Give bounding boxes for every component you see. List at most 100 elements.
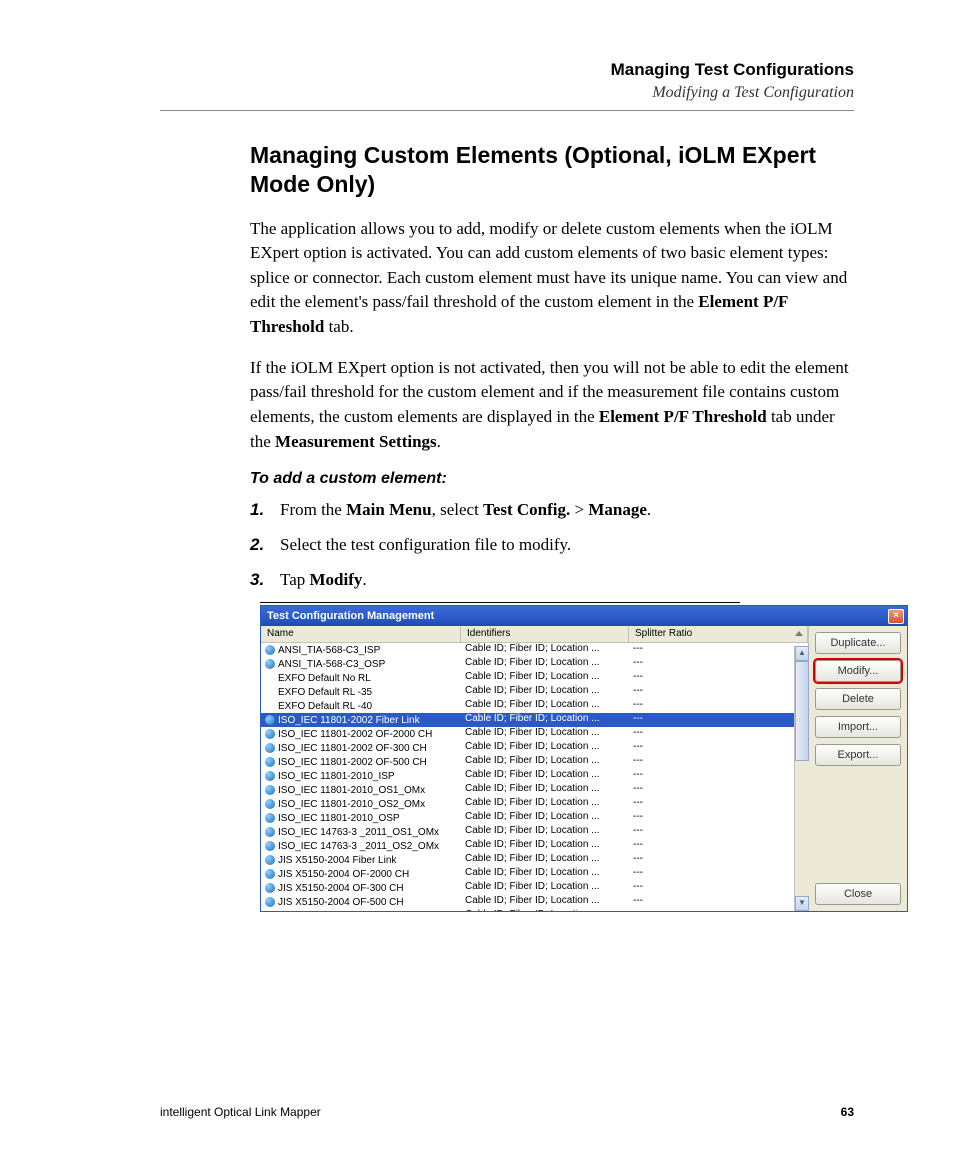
row-name: ISO_IEC 11801-2010_OS1_OMx xyxy=(278,785,425,796)
section-subtitle: Modifying a Test Configuration xyxy=(160,84,854,102)
table-row[interactable]: ISO_IEC 11801-2002 OF-2000 CHCable ID; F… xyxy=(261,727,808,741)
row-name: ISO_IEC 14763-3 _2011_OS2_OMx xyxy=(278,841,439,852)
row-splitter: --- xyxy=(629,657,808,671)
row-name: ISO_IEC 11801-2002 OF-300 CH xyxy=(278,743,427,754)
globe-icon xyxy=(265,743,275,753)
row-splitter: --- xyxy=(629,881,808,895)
col-name[interactable]: Name xyxy=(261,626,461,642)
row-splitter: --- xyxy=(629,811,808,825)
row-name: ISO_IEC 11801-2010_OS2_OMx xyxy=(278,799,425,810)
row-splitter: --- xyxy=(629,825,808,839)
row-name: EXFO Default RL -35 xyxy=(278,687,372,698)
row-identifiers: Cable ID; Fiber ID; Location ... xyxy=(461,839,629,853)
grid-rows: ANSI_TIA-568-C3_ISP Cable ID; Fiber ID; L… xyxy=(261,643,808,911)
vertical-scrollbar[interactable]: ▲ ▼ xyxy=(794,646,809,911)
table-row[interactable]: ISO_IEC 11801-2010_OS2_OMx Cable ID; Fibe… xyxy=(261,797,808,811)
button-panel: Duplicate... Modify... Delete Import... … xyxy=(809,626,907,911)
table-row[interactable]: ISO_IEC 11801-2002 OF-300 CH Cable ID; Fi… xyxy=(261,741,808,755)
row-name: ISO_IEC 11801-2002 OF-500 CH xyxy=(278,757,427,768)
step-2-text: Select the test configuration file to mo… xyxy=(280,533,571,558)
screenshot: Test Configuration Management × Name Ide… xyxy=(260,602,854,912)
row-identifiers: Cable ID; Fiber ID; Location ... xyxy=(461,797,629,811)
config-grid[interactable]: Name Identifiers Splitter Ratio ANSI_TIA… xyxy=(261,626,809,911)
globe-icon xyxy=(265,813,275,823)
globe-icon xyxy=(265,883,275,893)
globe-icon xyxy=(265,715,275,725)
step-1-f: Manage xyxy=(588,500,647,519)
table-row[interactable]: ISO_IEC 11801-2002 OF-500 CHCable ID; Fi… xyxy=(261,755,808,769)
scroll-down-icon[interactable]: ▼ xyxy=(795,896,809,911)
grid-header: Name Identifiers Splitter Ratio xyxy=(261,626,808,643)
row-splitter: --- xyxy=(629,839,808,853)
scroll-up-icon[interactable]: ▲ xyxy=(795,646,809,661)
row-splitter: --- xyxy=(629,713,808,727)
table-row[interactable]: EXFO Default RL -40Cable ID; Fiber ID; L… xyxy=(261,699,808,713)
table-row[interactable]: JIS X5150-2004 OF-2000 CHCable ID; Fiber… xyxy=(261,867,808,881)
duplicate-button[interactable]: Duplicate... xyxy=(815,632,901,654)
row-name: JIS X5150-2004 OF-2000 CH xyxy=(278,869,409,880)
row-splitter: --- xyxy=(629,727,808,741)
globe-icon xyxy=(265,659,275,669)
row-splitter: --- xyxy=(629,797,808,811)
table-row[interactable]: JIS X5150-2004 OF-500 CHCable ID; Fiber … xyxy=(261,895,808,909)
step-1-num: 1. xyxy=(250,498,280,523)
step-1-g: . xyxy=(647,500,651,519)
row-name: ISO_IEC 11801-2010_ISP xyxy=(278,771,395,782)
close-button[interactable]: Close xyxy=(815,883,901,905)
delete-button[interactable]: Delete xyxy=(815,688,901,710)
row-identifiers: Cable ID; Fiber ID; Location ... xyxy=(461,727,629,741)
window-titlebar[interactable]: Test Configuration Management × xyxy=(261,606,907,626)
blank-icon xyxy=(265,673,275,683)
step-1-d: Test Config. xyxy=(483,500,570,519)
table-row[interactable]: ISO_IEC 11801-2010_ISP Cable ID; Fiber ID… xyxy=(261,769,808,783)
row-identifiers: Cable ID; Fiber ID; Location ... xyxy=(461,657,629,671)
col-splitter-label: Splitter Ratio xyxy=(635,628,692,639)
row-splitter: --- xyxy=(629,699,808,713)
col-identifiers[interactable]: Identifiers xyxy=(461,626,629,642)
row-identifiers: Cable ID; Fiber ID; Location ... xyxy=(461,881,629,895)
table-row[interactable]: EXFO Default RL -35 Cable ID; Fiber ID; L… xyxy=(261,685,808,699)
table-row[interactable]: Mod ISO_IEC 11801-2010 Conn ...Cable ID;… xyxy=(261,909,808,911)
window-title: Test Configuration Management xyxy=(267,610,434,622)
paragraph-2: If the iOLM EXpert option is not activat… xyxy=(250,356,854,455)
row-identifiers: Cable ID; Fiber ID; Location ... xyxy=(461,685,629,699)
row-name: ANSI_TIA-568-C3_ISP xyxy=(278,645,380,656)
globe-icon xyxy=(265,897,275,907)
globe-icon xyxy=(265,855,275,865)
scroll-thumb[interactable] xyxy=(795,661,809,761)
row-identifiers: Cable ID; Fiber ID; Location ... xyxy=(461,853,629,867)
row-identifiers: Cable ID; Fiber ID; Location ... xyxy=(461,741,629,755)
globe-icon xyxy=(265,757,275,767)
table-row[interactable]: ISO_IEC 11801-2010_OSPCable ID; Fiber ID… xyxy=(261,811,808,825)
col-splitter-ratio[interactable]: Splitter Ratio xyxy=(629,626,808,642)
row-splitter: --- xyxy=(629,909,808,911)
blank-icon xyxy=(265,701,275,711)
row-identifiers: Cable ID; Fiber ID; Location ... xyxy=(461,825,629,839)
table-row[interactable]: JIS X5150-2004 OF-300 CHCable ID; Fiber … xyxy=(261,881,808,895)
row-splitter: --- xyxy=(629,853,808,867)
globe-icon xyxy=(265,785,275,795)
row-identifiers: Cable ID; Fiber ID; Location ... xyxy=(461,671,629,685)
step-3-a: Tap xyxy=(280,570,310,589)
modify-button[interactable]: Modify... xyxy=(815,660,901,682)
table-row[interactable]: ISO_IEC 14763-3 _2011_OS1_OMxCable ID; F… xyxy=(261,825,808,839)
procedure-title: To add a custom element: xyxy=(250,470,854,488)
close-icon[interactable]: × xyxy=(888,609,904,624)
row-splitter: --- xyxy=(629,867,808,881)
step-3-num: 3. xyxy=(250,568,280,593)
export-button[interactable]: Export... xyxy=(815,744,901,766)
step-1-b: Main Menu xyxy=(346,500,431,519)
blank-icon xyxy=(265,687,275,697)
table-row[interactable]: ANSI_TIA-568-C3_ISPCable ID; Fiber ID; L… xyxy=(261,643,808,657)
table-row[interactable]: EXFO Default No RLCable ID; Fiber ID; Lo… xyxy=(261,671,808,685)
row-identifiers: Cable ID; Fiber ID; Location ... xyxy=(461,769,629,783)
heading-h2: Managing Custom Elements (Optional, iOLM… xyxy=(250,141,854,199)
row-name: Mod ISO_IEC 11801-2010 Conn ... xyxy=(278,911,433,912)
table-row[interactable]: ANSI_TIA-568-C3_OSPCable ID; Fiber ID; L… xyxy=(261,657,808,671)
globe-icon xyxy=(265,729,275,739)
import-button[interactable]: Import... xyxy=(815,716,901,738)
table-row[interactable]: ISO_IEC 11801-2002 Fiber LinkCable ID; F… xyxy=(261,713,808,727)
table-row[interactable]: ISO_IEC 14763-3 _2011_OS2_OMx Cable ID; F… xyxy=(261,839,808,853)
table-row[interactable]: JIS X5150-2004 Fiber LinkCable ID; Fiber… xyxy=(261,853,808,867)
table-row[interactable]: ISO_IEC 11801-2010_OS1_OMxCable ID; Fibe… xyxy=(261,783,808,797)
